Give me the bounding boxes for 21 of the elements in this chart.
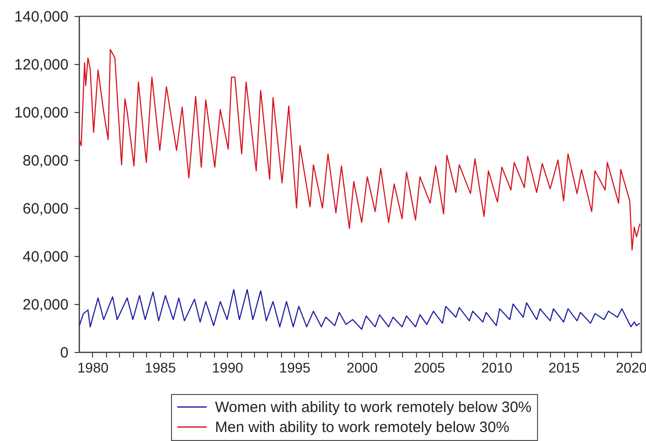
x-tick-label: 2020 xyxy=(616,360,646,376)
y-tick-label: 140,000 xyxy=(14,8,68,26)
legend-label: Women with ability to work remotely below 30% xyxy=(215,399,532,416)
x-tick-label: 1985 xyxy=(144,360,176,376)
line-series xyxy=(79,49,640,251)
y-tick-label: 0 xyxy=(60,344,68,362)
y-tick-label: 60,000 xyxy=(22,200,68,218)
legend-label: Men with ability to work remotely below 30% xyxy=(215,419,510,436)
y-tick-label: 100,000 xyxy=(14,104,68,122)
x-tick-label: 2015 xyxy=(548,360,580,376)
x-tick-label: 1980 xyxy=(77,360,109,376)
y-tick-label: 20,000 xyxy=(22,296,68,314)
x-tick-label: 2005 xyxy=(414,360,446,376)
y-tick-label: 40,000 xyxy=(22,248,68,266)
y-tick-label: 120,000 xyxy=(14,56,68,74)
y-tick-label: 80,000 xyxy=(22,152,68,170)
x-tick-label: 2000 xyxy=(346,360,378,376)
x-tick-label: 1995 xyxy=(279,360,311,376)
line-series xyxy=(79,289,640,330)
x-tick-label: 2010 xyxy=(481,360,513,376)
x-tick-label: 1990 xyxy=(212,360,244,376)
